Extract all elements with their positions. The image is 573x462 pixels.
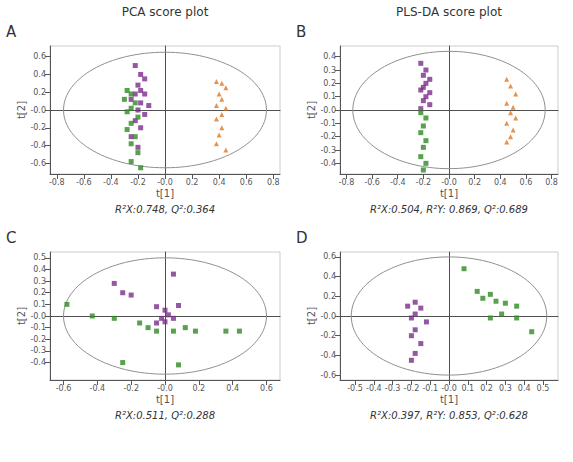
svg-text:-0.6: -0.6 [30,159,46,168]
svg-text:R²X:0.511, Q²:0.288: R²X:0.511, Q²:0.288 [115,410,215,421]
svg-text:-0.4: -0.4 [366,384,382,393]
svg-text:0.1: 0.1 [33,300,46,309]
svg-text:C: C [6,229,16,247]
svg-text:0.8: 0.8 [267,178,280,187]
svg-text:0.4: 0.4 [494,178,507,187]
svg-text:-0.3: -0.3 [320,146,336,155]
svg-text:t[2]: t[2] [306,101,317,119]
svg-text:0.2: 0.2 [480,384,493,393]
svg-text:0.4: 0.4 [518,384,531,393]
svg-text:R²X:0.504, R²Y: 0.869, Q²:0.68: R²X:0.504, R²Y: 0.869, Q²:0.689 [370,204,528,215]
svg-text:0.5: 0.5 [537,384,550,393]
svg-text:t[1]: t[1] [440,188,458,199]
svg-text:B: B [296,23,306,41]
svg-text:0.4: 0.4 [323,272,336,281]
svg-text:-0.2: -0.2 [416,178,432,187]
svg-text:t[1]: t[1] [156,188,174,199]
svg-text:0.6: 0.6 [33,52,46,61]
svg-text:0.4: 0.4 [33,70,46,79]
svg-text:-0.2: -0.2 [320,331,336,340]
svg-text:-0.2: -0.2 [30,335,46,344]
svg-text:0.2: 0.2 [33,88,46,97]
svg-text:-0.0: -0.0 [441,178,457,187]
svg-text:0.2: 0.2 [323,292,336,301]
svg-text:0.2: 0.2 [33,288,46,297]
svg-text:-0.0: -0.0 [441,384,457,393]
svg-text:0.1: 0.1 [323,92,336,101]
svg-text:-0.0: -0.0 [30,312,46,321]
svg-text:-0.0: -0.0 [157,384,173,393]
svg-text:-0.1: -0.1 [320,119,336,128]
svg-text:-0.4: -0.4 [90,384,106,393]
svg-text:-0.3: -0.3 [30,346,46,355]
svg-text:R²X:0.397, R²Y: 0.853, Q²:0.62: R²X:0.397, R²Y: 0.853, Q²:0.628 [370,410,528,421]
svg-text:R²X:0.748, Q²:0.364: R²X:0.748, Q²:0.364 [115,204,215,215]
svg-text:0.4: 0.4 [33,265,46,274]
svg-text:-0.0: -0.0 [320,106,336,115]
svg-text:t[2]: t[2] [16,307,27,325]
svg-text:0.1: 0.1 [461,384,474,393]
svg-text:0.2: 0.2 [468,178,481,187]
svg-text:-0.1: -0.1 [422,384,438,393]
svg-text:0.4: 0.4 [213,178,226,187]
svg-text:-0.8: -0.8 [49,178,65,187]
svg-text:-0.1: -0.1 [30,323,46,332]
svg-text:-0.4: -0.4 [320,351,336,360]
svg-text:0.2: 0.2 [323,79,336,88]
svg-text:-0.6: -0.6 [364,178,380,187]
svg-text:-0.2: -0.2 [123,384,139,393]
svg-text:-0.2: -0.2 [320,132,336,141]
svg-text:0.3: 0.3 [33,277,46,286]
svg-text:0.4: 0.4 [226,384,239,393]
svg-text:t[2]: t[2] [16,101,27,119]
svg-text:t[1]: t[1] [440,394,458,405]
svg-text:-0.2: -0.2 [130,178,146,187]
svg-text:t[1]: t[1] [156,394,174,405]
svg-text:-0.4: -0.4 [103,178,119,187]
svg-text:-0.6: -0.6 [320,371,336,380]
svg-text:-0.4: -0.4 [30,141,46,150]
svg-text:-0.2: -0.2 [30,123,46,132]
svg-text:-0.3: -0.3 [385,384,401,393]
svg-text:-0.4: -0.4 [390,178,406,187]
svg-text:-0.8: -0.8 [339,178,355,187]
svg-text:0.2: 0.2 [192,384,205,393]
svg-text:-0.2: -0.2 [404,384,420,393]
svg-text:0.6: 0.6 [260,384,273,393]
svg-text:t[2]: t[2] [306,307,317,325]
svg-text:0.5: 0.5 [33,253,46,262]
svg-text:0.6: 0.6 [520,178,533,187]
svg-text:0.2: 0.2 [186,178,199,187]
svg-text:-0.6: -0.6 [76,178,92,187]
svg-text:A: A [6,23,17,41]
svg-text:0.6: 0.6 [240,178,253,187]
svg-text:-0.0: -0.0 [30,106,46,115]
svg-text:0.3: 0.3 [323,66,336,75]
svg-text:-0.4: -0.4 [30,358,46,367]
svg-text:PCA score plot: PCA score plot [122,5,209,19]
svg-text:D: D [296,229,308,247]
svg-text:PLS-DA score plot: PLS-DA score plot [396,5,502,19]
svg-text:-0.5: -0.5 [347,384,363,393]
svg-text:0.8: 0.8 [545,178,558,187]
svg-text:-0.0: -0.0 [157,178,173,187]
svg-text:-0.4: -0.4 [320,159,336,168]
svg-text:0.6: 0.6 [323,252,336,261]
svg-text:0.3: 0.3 [499,384,512,393]
svg-text:0.4: 0.4 [323,52,336,61]
svg-text:-0.0: -0.0 [320,312,336,321]
svg-text:-0.6: -0.6 [56,384,72,393]
